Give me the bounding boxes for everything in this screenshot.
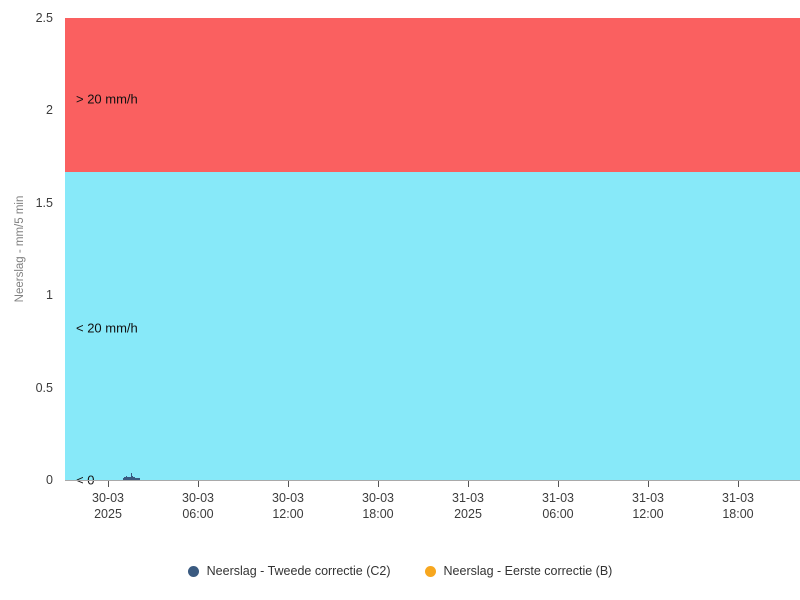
precipitation-bar[interactable] bbox=[124, 476, 126, 480]
legend-item-tweede-correctie[interactable]: Neerslag - Tweede correctie (C2) bbox=[187, 564, 391, 578]
legend-dot-orange-icon bbox=[424, 565, 436, 577]
y-tick-label: 0 bbox=[46, 473, 53, 487]
x-tick-label: 30-03 06:00 bbox=[182, 491, 214, 521]
precipitation-bar[interactable] bbox=[126, 477, 129, 480]
legend-dot-blue-icon bbox=[187, 565, 199, 577]
precipitation-bar[interactable] bbox=[125, 475, 128, 480]
x-tick-label: 30-03 18:00 bbox=[362, 491, 394, 521]
band-above-20mmh bbox=[65, 18, 800, 172]
precipitation-bar[interactable] bbox=[128, 477, 130, 480]
precipitation-bar[interactable] bbox=[134, 477, 136, 480]
x-tick-mark bbox=[378, 481, 379, 487]
x-axis-line bbox=[65, 480, 800, 481]
x-tick-mark bbox=[648, 481, 649, 487]
x-tick-label: 30-03 12:00 bbox=[272, 491, 304, 521]
x-tick-mark bbox=[558, 481, 559, 487]
precipitation-bar[interactable] bbox=[135, 477, 138, 480]
x-tick-mark bbox=[288, 481, 289, 487]
precipitation-bar[interactable] bbox=[131, 475, 134, 480]
legend-label: Neerslag - Tweede correctie (C2) bbox=[206, 564, 391, 578]
x-tick-label: 31-03 2025 bbox=[452, 491, 484, 521]
legend: Neerslag - Tweede correctie (C2) Neersla… bbox=[0, 558, 800, 584]
precipitation-bar[interactable] bbox=[130, 472, 133, 480]
legend-label: Neerslag - Eerste correctie (B) bbox=[443, 564, 613, 578]
annotation-gt-20mmh: > 20 mm/h bbox=[76, 91, 138, 107]
x-tick-mark bbox=[198, 481, 199, 487]
precipitation-bar[interactable] bbox=[138, 478, 140, 480]
legend-item-eerste-correctie[interactable]: Neerslag - Eerste correctie (B) bbox=[424, 564, 613, 578]
plot-area[interactable] bbox=[65, 18, 800, 480]
x-tick-label: 31-03 06:00 bbox=[542, 491, 574, 521]
band-below-20mmh bbox=[65, 172, 800, 480]
y-tick-label: 2.5 bbox=[35, 11, 53, 25]
y-tick-label: 1.5 bbox=[35, 195, 53, 210]
precipitation-bar[interactable] bbox=[129, 477, 131, 480]
precipitation-bar[interactable] bbox=[136, 477, 139, 480]
x-tick-label: 30-03 2025 bbox=[92, 491, 124, 521]
y-tick-label: 0.5 bbox=[35, 380, 53, 395]
y-tick-label: 2 bbox=[46, 103, 53, 118]
precipitation-bar[interactable] bbox=[133, 477, 135, 480]
annotation-lt-20mmh: < 20 mm/h bbox=[76, 320, 138, 336]
y-axis-title: Neerslag - mm/5 min bbox=[14, 195, 26, 303]
y-tick-label: 1 bbox=[46, 288, 53, 303]
x-tick-mark bbox=[108, 481, 109, 487]
x-tick-label: 31-03 18:00 bbox=[722, 491, 754, 521]
x-tick-mark bbox=[738, 481, 739, 487]
x-tick-mark bbox=[468, 481, 469, 487]
x-tick-label: 31-03 12:00 bbox=[632, 491, 664, 521]
precipitation-bar[interactable] bbox=[123, 477, 125, 480]
